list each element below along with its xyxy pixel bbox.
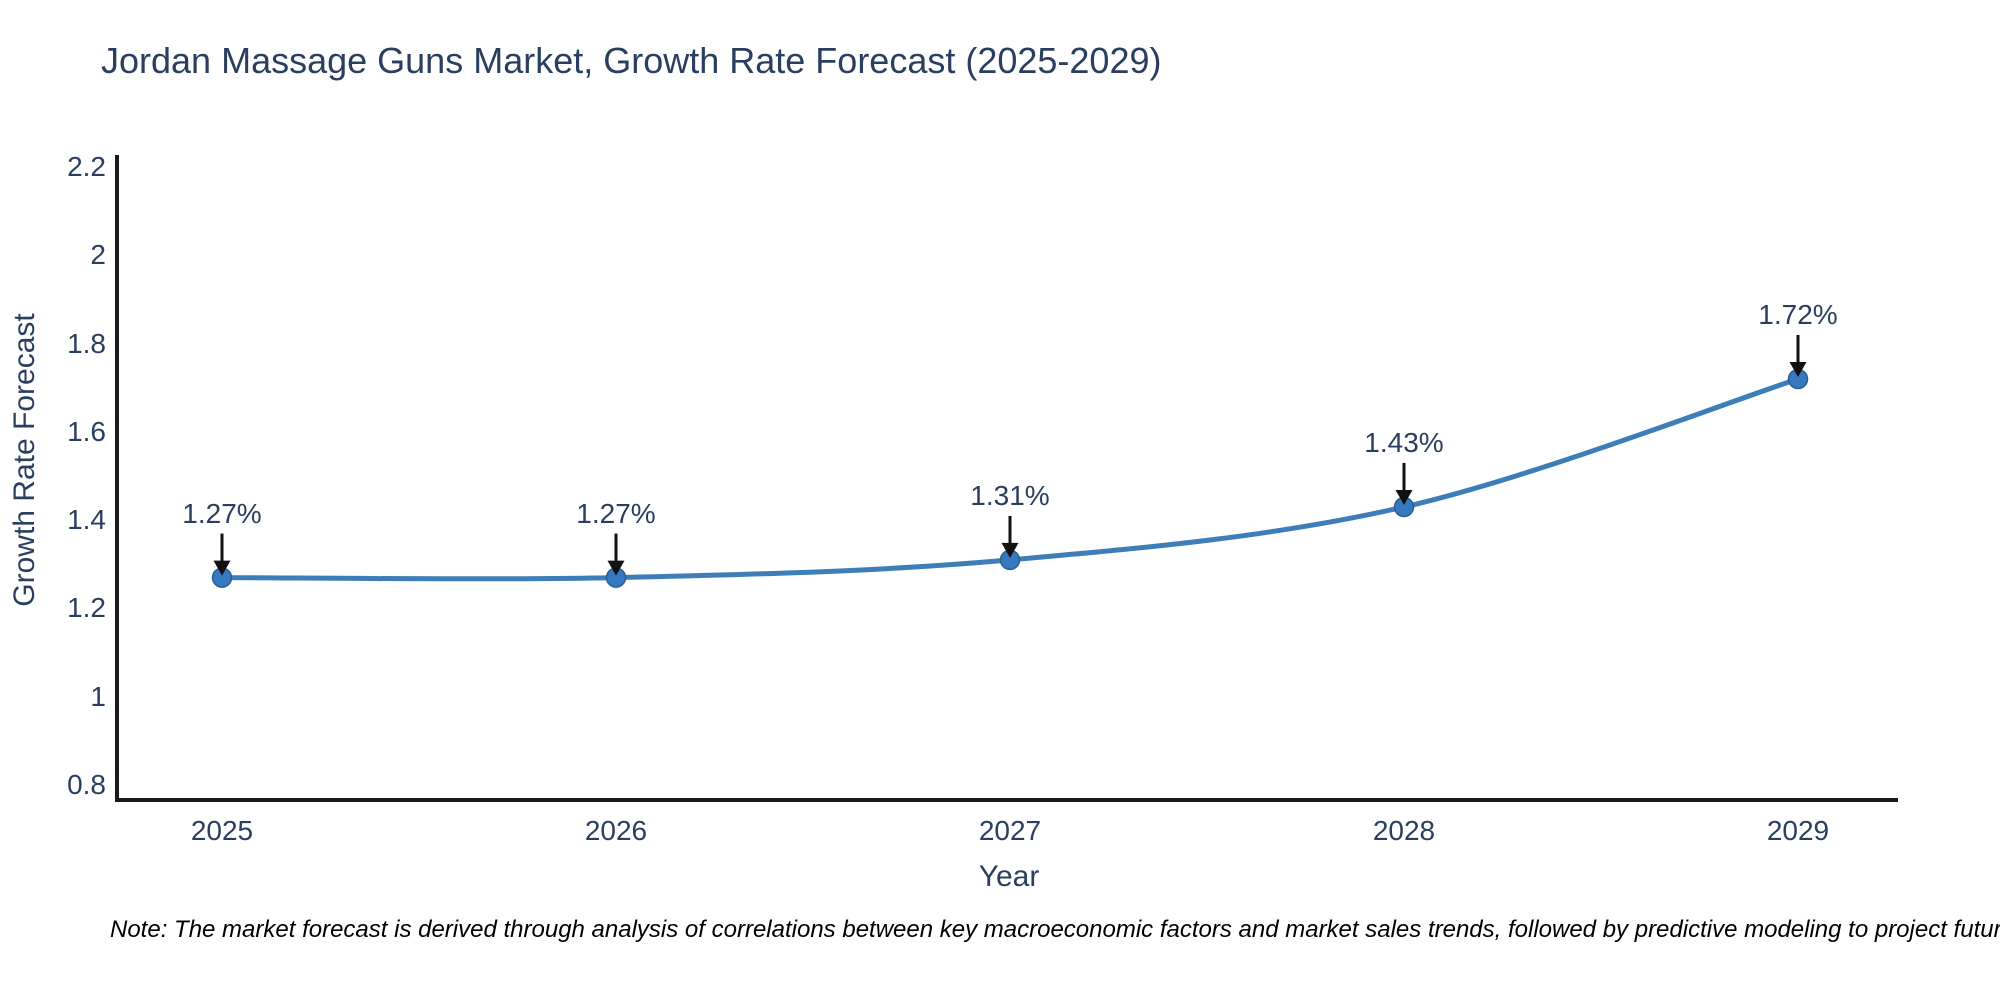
x-tick-label: 2026 [584,815,648,846]
annotation-arrowhead-icon [1395,489,1413,505]
y-tick-label: 1.6 [67,415,106,447]
x-tick-label: 2025 [190,815,254,846]
y-tick-label: 2 [90,239,106,271]
y-tick-label: 1 [90,680,106,712]
annotation-arrowhead-icon [1789,361,1807,377]
annotation-arrowhead-icon [213,560,231,576]
y-tick-label: 2.2 [67,151,106,183]
y-tick-label: 1.4 [67,504,106,536]
footnote: Note: The market forecast is derived thr… [110,916,2000,943]
point-value-label: 1.27% [182,497,262,529]
x-tick-label: 2029 [1766,815,1830,846]
annotation-arrowhead-icon [607,560,625,576]
y-tick-label: 0.8 [67,768,106,800]
x-tick-label: 2028 [1372,815,1436,846]
chart-title: Jordan Massage Guns Market, Growth Rate … [101,40,1162,81]
y-tick-label: 1.8 [67,327,106,359]
point-value-label: 1.43% [1364,426,1444,458]
x-axis-title: Year [978,860,1040,893]
point-value-label: 1.31% [970,479,1050,511]
x-tick-label: 2027 [978,815,1042,846]
annotation-arrowhead-icon [1001,542,1019,558]
y-tick-label: 1.2 [67,592,106,624]
point-value-label: 1.27% [576,497,656,529]
point-value-label: 1.72% [1758,298,1838,330]
